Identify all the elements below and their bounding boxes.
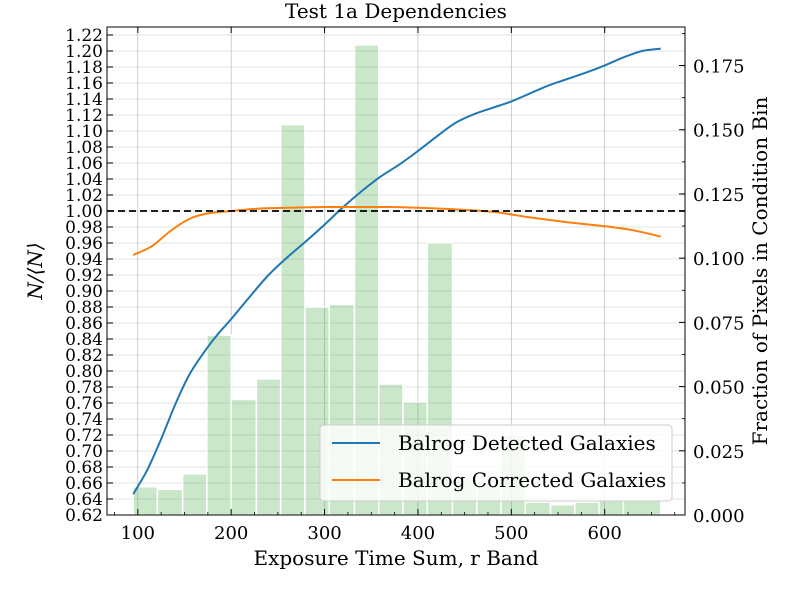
x-tick-label: 300 [307, 523, 341, 544]
left-y-tick-label: 0.92 [65, 266, 103, 286]
left-y-tick-label: 0.86 [65, 314, 103, 334]
histogram-bar [132, 485, 159, 516]
left-y-tick-label: 0.78 [65, 378, 103, 398]
legend-label-corrected: Balrog Corrected Galaxies [398, 468, 666, 492]
histogram-bar [206, 334, 232, 516]
left-y-tick-label: 0.74 [65, 410, 103, 430]
right-y-axis-label: Fraction of Pixels in Condition Bin [748, 96, 772, 445]
left-y-tick-label: 1.00 [65, 202, 103, 222]
x-tick-label: 400 [401, 523, 435, 544]
left-y-axis-label: N/⟨N⟩ [23, 242, 47, 300]
plot-frame [106, 26, 686, 516]
left-y-tick-label: 1.10 [65, 122, 103, 142]
left-y-tick-label: 1.06 [65, 154, 103, 174]
left-y-tick-label: 0.68 [65, 458, 103, 478]
histogram-bar [524, 501, 552, 516]
left-y-tick-label: 0.62 [65, 506, 103, 526]
histogram-bar [549, 503, 576, 516]
left-y-tick-label: 0.76 [65, 394, 103, 414]
left-y-tick-label: 0.98 [65, 218, 103, 238]
right-y-tick-label: 0.175 [693, 57, 745, 78]
left-y-tick-label: 0.64 [65, 490, 103, 510]
left-y-tick-label: 1.04 [65, 170, 103, 190]
chart-title: Test 1a Dependencies [285, 0, 507, 23]
left-y-tick-label: 1.08 [65, 138, 103, 158]
left-y-tick-label: 0.84 [65, 330, 103, 350]
histogram-bar [230, 398, 258, 516]
right-y-tick-label: 0.025 [693, 442, 745, 463]
x-tick-label: 100 [121, 523, 155, 544]
left-y-tick-label: 1.14 [65, 90, 103, 110]
series-lines [132, 47, 661, 495]
right-y-tick-label: 0.125 [693, 185, 745, 206]
right-y-tick-label: 0.000 [693, 506, 745, 527]
left-y-tick-label: 1.16 [65, 74, 103, 94]
left-y-tick-label: 1.20 [65, 42, 103, 62]
right-y-tick-label: 0.050 [693, 378, 745, 399]
left-y-tick-label: 0.90 [65, 282, 103, 302]
left-y-tick-label: 0.72 [65, 426, 103, 446]
left-y-tick-label: 0.80 [65, 362, 103, 382]
histogram-bar [622, 498, 662, 516]
left-y-tick-label: 0.94 [65, 250, 103, 270]
x-tick-label: 200 [214, 523, 248, 544]
left-y-tick-label: 1.02 [65, 186, 103, 206]
histogram-bar [156, 488, 184, 516]
left-y-tick-label: 1.22 [65, 26, 103, 46]
legend-box [319, 424, 673, 502]
tick-labels: 100 200 300 400 500 6000.620.640.660.680.700.… [65, 26, 744, 544]
histogram-bar [181, 473, 208, 516]
legend-label-detected: Balrog Detected Galaxies [398, 431, 656, 455]
series-line-detected [132, 47, 661, 495]
legend: Balrog Detected Galaxies Balrog Correcte… [319, 424, 673, 502]
histogram-bar [574, 501, 600, 516]
right-y-tick-label: 0.075 [693, 313, 745, 334]
right-y-tick-label: 0.150 [693, 121, 745, 142]
left-y-tick-label: 0.96 [65, 234, 103, 254]
right-y-tick-label: 0.100 [693, 249, 745, 270]
histogram-bar [255, 378, 282, 516]
left-y-tick-label: 1.12 [65, 106, 103, 126]
x-tick-label: 600 [588, 523, 622, 544]
left-y-tick-label: 0.66 [65, 474, 103, 494]
histogram-bar [279, 123, 306, 516]
left-y-tick-label: 1.18 [65, 58, 103, 78]
left-y-tick-label: 0.70 [65, 442, 103, 462]
axis-ticks [107, 27, 685, 516]
left-y-tick-label: 0.82 [65, 346, 103, 366]
histogram-bar [598, 498, 625, 516]
x-tick-label: 500 [494, 523, 528, 544]
series-line-corrected [132, 205, 661, 256]
left-y-tick-label: 0.88 [65, 298, 103, 318]
x-axis-label: Exposure Time Sum, r Band [254, 546, 539, 570]
